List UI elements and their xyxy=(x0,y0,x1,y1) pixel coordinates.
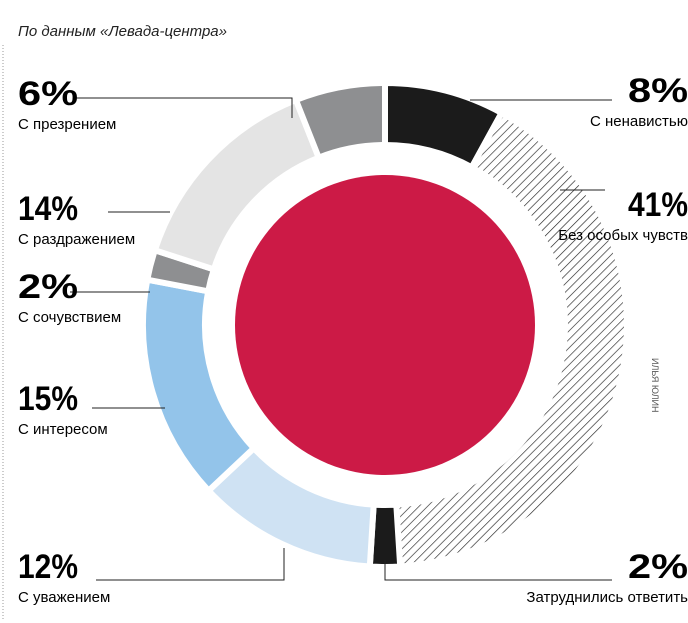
value-label: 6% xyxy=(18,75,78,113)
center-circle xyxy=(235,175,535,475)
value-label: 2% xyxy=(628,548,688,586)
source: По данным «Левада-центра» xyxy=(18,23,227,40)
credit: ИЛЬЯ ЮЛИН xyxy=(650,358,660,412)
category-label: Затруднились ответить xyxy=(526,589,688,606)
value-label: 8% xyxy=(628,72,688,110)
value-label: 2% xyxy=(18,268,78,306)
category-label: С раздражением xyxy=(18,231,135,248)
category-label: Без особых чувств xyxy=(558,227,688,244)
category-label: С ненавистью xyxy=(590,113,688,130)
leader-line xyxy=(96,548,284,580)
category-label: С презрением xyxy=(18,116,116,133)
category-label: С уважением xyxy=(18,589,110,606)
value-label: 14% xyxy=(18,190,78,228)
infographic: По данным «Левада-центра» ИЛЬЯ ЮЛИН 8% С … xyxy=(0,0,688,623)
donut-chart: 8% С ненавистью 41% Без особых чувств 2% Затр… xyxy=(18,72,688,606)
value-label: 12% xyxy=(18,548,78,586)
value-label: 15% xyxy=(18,380,78,418)
value-label: 41% xyxy=(628,186,688,224)
category-label: С сочувствием xyxy=(18,309,121,326)
category-label: С интересом xyxy=(18,421,108,438)
